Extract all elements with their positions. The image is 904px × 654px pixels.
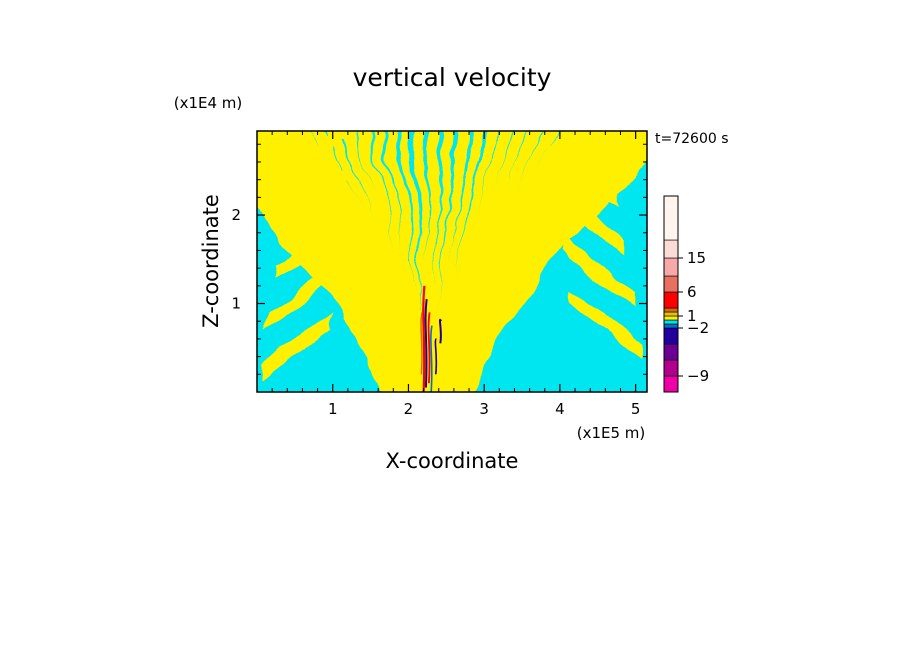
positive-band [401, 131, 425, 392]
positive-band [291, 131, 360, 181]
colorbar-swatch [663, 327, 679, 345]
colorbar-swatch [663, 307, 679, 313]
positive-band [371, 131, 421, 392]
positive-band [571, 290, 640, 354]
colorbar-swatch [663, 343, 679, 361]
positive-band [385, 131, 424, 392]
positive-band [548, 141, 617, 206]
colorbar-tick-label: −2 [687, 319, 709, 337]
positive-band [283, 166, 352, 231]
positive-band [257, 196, 387, 392]
colorbar-swatch [663, 275, 679, 293]
y-axis: 12 [231, 143, 647, 375]
positive-band [341, 131, 417, 392]
core-streak [438, 318, 442, 344]
x-tick-label: 2 [404, 400, 414, 418]
colorbar-swatch [663, 311, 679, 317]
x-tick-label: 4 [555, 400, 565, 418]
positive-band [297, 131, 409, 392]
x-axis-unit: (x1E5 m) [577, 424, 646, 442]
plot-frame [256, 130, 648, 393]
y-tick-label: 1 [231, 295, 241, 313]
colorbar-swatch [663, 319, 679, 325]
core-streak [422, 285, 426, 392]
colorbar-swatch [663, 359, 679, 377]
colorbar-tick-label: −9 [687, 367, 709, 385]
positive-band [574, 131, 610, 156]
positive-band [556, 191, 625, 255]
x-tick-label: 3 [479, 400, 489, 418]
colorbar-tick-label: 1 [687, 307, 697, 325]
x-tick-label: 5 [631, 400, 641, 418]
positive-band [327, 131, 413, 392]
colorbar-tick-label: 6 [687, 283, 697, 301]
positive-band [268, 265, 337, 330]
x-tick-label: 1 [328, 400, 338, 418]
positive-band [355, 131, 418, 392]
positive-band [433, 131, 483, 392]
positive-band [467, 142, 647, 392]
core-streak [424, 298, 428, 388]
positive-band [257, 131, 402, 392]
x-axis: 1 2 3 4 5 [271, 131, 641, 418]
positive-band [257, 182, 391, 392]
colorbar-swatch [663, 239, 679, 259]
y-axis-unit: (x1E4 m) [174, 94, 243, 112]
colorbar-swatch [663, 375, 679, 393]
positive-band [275, 215, 345, 280]
colorbar-swatch [663, 315, 679, 321]
positive-band [430, 131, 454, 392]
colorbar-frame [663, 195, 679, 393]
core-streak [427, 312, 431, 384]
positive-band [441, 131, 528, 392]
convective-core [420, 285, 442, 392]
x-axis-label: X-coordinate [386, 449, 519, 473]
colorbar-swatch [663, 257, 679, 277]
colorbar-swatch [663, 195, 679, 241]
positive-band [260, 315, 329, 379]
positive-band [257, 134, 398, 392]
time-label: t=72600 s [655, 131, 729, 147]
colorbar-swatch [663, 323, 679, 329]
core-streak [430, 325, 433, 392]
colorbar-tick-label: 15 [687, 249, 706, 267]
colorbar-swatch [663, 291, 679, 309]
y-axis-label: Z-coordinate [199, 194, 223, 328]
chart-title: vertical velocity [353, 63, 552, 92]
colorbar: 15 6 1−2 −9 [663, 195, 709, 393]
y-tick-label: 2 [231, 206, 241, 224]
core-streak [420, 312, 423, 375]
positive-band [563, 240, 632, 305]
velocity-field [257, 131, 647, 392]
core-streak [434, 338, 438, 375]
plot-area [257, 131, 647, 392]
